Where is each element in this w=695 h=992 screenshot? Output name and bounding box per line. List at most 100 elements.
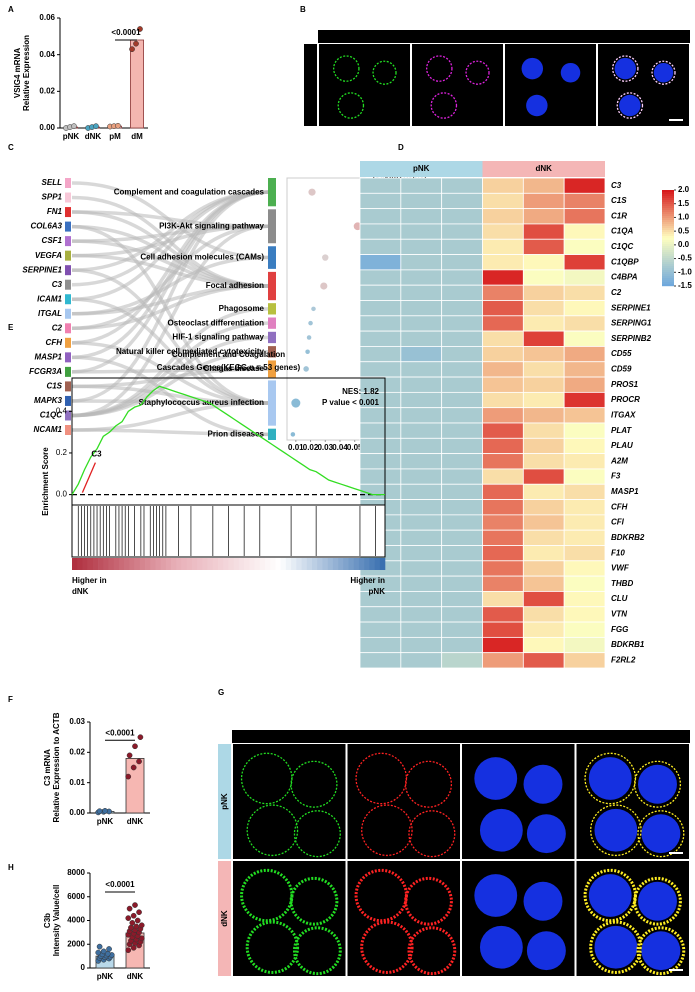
row-label: pNK — [220, 793, 229, 810]
y-tick-label: 0 — [81, 963, 86, 972]
gene-label: FCGR3A — [29, 367, 62, 376]
data-point — [125, 773, 132, 780]
pathway-node — [268, 428, 276, 440]
y-tick-label: 0.03 — [69, 717, 85, 726]
panel-label: G — [218, 688, 224, 697]
nucleus — [594, 808, 638, 852]
heatmap-cell — [482, 223, 524, 240]
heatmap-cell — [441, 560, 483, 577]
nucleus — [588, 874, 632, 917]
x-tick-label: 0.05 — [347, 443, 363, 452]
row-label: ITGAX — [611, 410, 636, 419]
heatmap-cell — [400, 330, 443, 347]
row-label: THBD — [611, 579, 633, 588]
heatmap-cell — [522, 468, 565, 485]
membrane — [404, 876, 453, 926]
row-label: PROS1 — [611, 380, 639, 389]
pathway-node — [268, 360, 276, 378]
enrichment-line — [71, 385, 385, 496]
colorbar-step — [662, 258, 674, 261]
heatmap-cell — [563, 514, 606, 531]
colorbar-step — [662, 244, 674, 247]
pathway-node — [268, 271, 276, 301]
colorbar-label: -1.5 — [678, 281, 692, 290]
heatmap-cell — [522, 208, 565, 225]
membrane — [289, 876, 339, 926]
heatmap-cell — [563, 621, 606, 638]
y-tick-label: 0.02 — [39, 86, 55, 95]
heatmap-cell — [522, 284, 565, 301]
panel-label: F — [8, 695, 13, 704]
link — [71, 350, 269, 418]
gene-node — [65, 294, 71, 305]
rank-gradient — [82, 558, 88, 570]
heatmap-cell — [441, 545, 483, 562]
heatmap-cell — [482, 529, 524, 546]
heatmap-cell — [482, 315, 524, 332]
pathway-node — [268, 331, 276, 344]
nucleus — [594, 925, 638, 969]
colorbar-step — [662, 248, 674, 251]
channel-label: C3b — [396, 732, 411, 741]
x-tick-label: 0.03 — [317, 443, 333, 452]
channel-label: Merge — [621, 732, 644, 741]
data-point — [136, 758, 142, 765]
heatmap-cell — [522, 300, 565, 317]
heatmap-cell — [563, 208, 606, 225]
pathway-label: Prion diseases — [208, 429, 265, 438]
header-bar — [232, 730, 690, 743]
rank-gradient — [160, 558, 167, 570]
y-tick-label: 4000 — [67, 916, 85, 925]
heatmap-cell — [563, 223, 606, 240]
heatmap-cell — [400, 254, 443, 271]
end-label: pNK — [369, 587, 386, 596]
heatmap-cell — [400, 284, 443, 301]
stat-label: NES: 1.82 — [342, 387, 379, 396]
nucleus — [523, 764, 563, 804]
membrane — [616, 92, 644, 119]
rank-gradient — [353, 558, 360, 570]
heatmap-cell — [400, 177, 443, 194]
x-tick-label: pNK — [63, 132, 80, 141]
data-point — [96, 943, 103, 950]
data-point — [128, 924, 134, 931]
heatmap-cell — [563, 177, 606, 194]
row-label: C4BPA — [611, 273, 638, 282]
pathway-label: Osteoclast differentiation — [168, 318, 265, 327]
nucleus — [521, 57, 544, 80]
heatmap-cell — [482, 361, 524, 378]
heatmap-cell — [359, 238, 402, 255]
gene-node — [65, 192, 71, 203]
dot — [308, 320, 313, 326]
y-axis-label: C3b — [43, 913, 52, 928]
colorbar-step — [662, 278, 674, 281]
gene-label: C1S — [46, 382, 62, 391]
membrane — [360, 920, 414, 974]
pathway-label: Complement and coagulation cascades — [114, 187, 265, 196]
end-label: Higher in — [350, 576, 385, 585]
heatmap-cell — [441, 254, 483, 271]
heatmap-cell — [563, 269, 606, 286]
row-label: CD55 — [611, 349, 632, 358]
colorbar-label: 1.0 — [678, 213, 690, 222]
y-axis-label: C3 mRNA — [43, 749, 52, 786]
heatmap-cell — [522, 560, 565, 577]
colorbar-step — [662, 274, 674, 277]
colorbar-step — [662, 202, 674, 205]
dot — [322, 254, 329, 261]
row-label: PROCR — [611, 395, 640, 404]
rank-gradient — [364, 558, 370, 570]
heatmap-cell — [400, 606, 443, 623]
row-label: SERPINE1 — [611, 303, 651, 312]
heatmap-cell — [563, 422, 606, 439]
membrane — [651, 60, 676, 85]
data-point — [125, 947, 132, 954]
nucleus — [526, 94, 548, 117]
y-axis-label: VSIG4 mRNA — [13, 48, 22, 98]
heatmap-cell — [400, 437, 443, 455]
heatmap-cell — [441, 453, 483, 470]
heatmap-cell — [522, 376, 565, 393]
heatmap-cell — [563, 238, 606, 255]
colorbar-step — [662, 272, 674, 275]
membrane — [407, 926, 457, 976]
